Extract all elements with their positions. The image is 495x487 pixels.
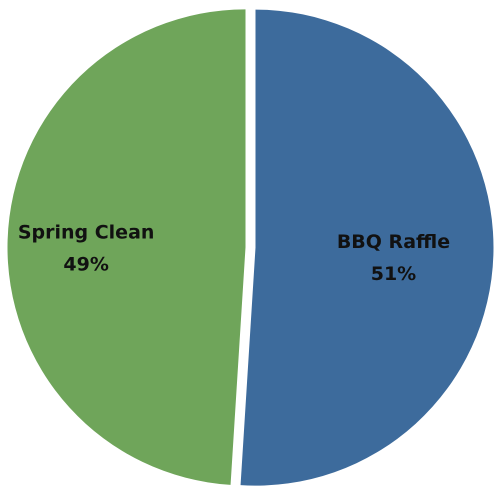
pie-slice-spring-clean: [7, 9, 246, 485]
slice-percent-label: 49%: [63, 253, 108, 275]
pie-labels: BBQ Raffle 51% Spring Clean 49%: [18, 221, 450, 285]
pie-slice-bbq-raffle: [240, 9, 494, 486]
slice-percent-label: 51%: [371, 263, 416, 285]
slice-name-label: Spring Clean: [18, 221, 155, 243]
pie-slices: [7, 9, 494, 486]
slice-name-label: BBQ Raffle: [337, 231, 450, 253]
